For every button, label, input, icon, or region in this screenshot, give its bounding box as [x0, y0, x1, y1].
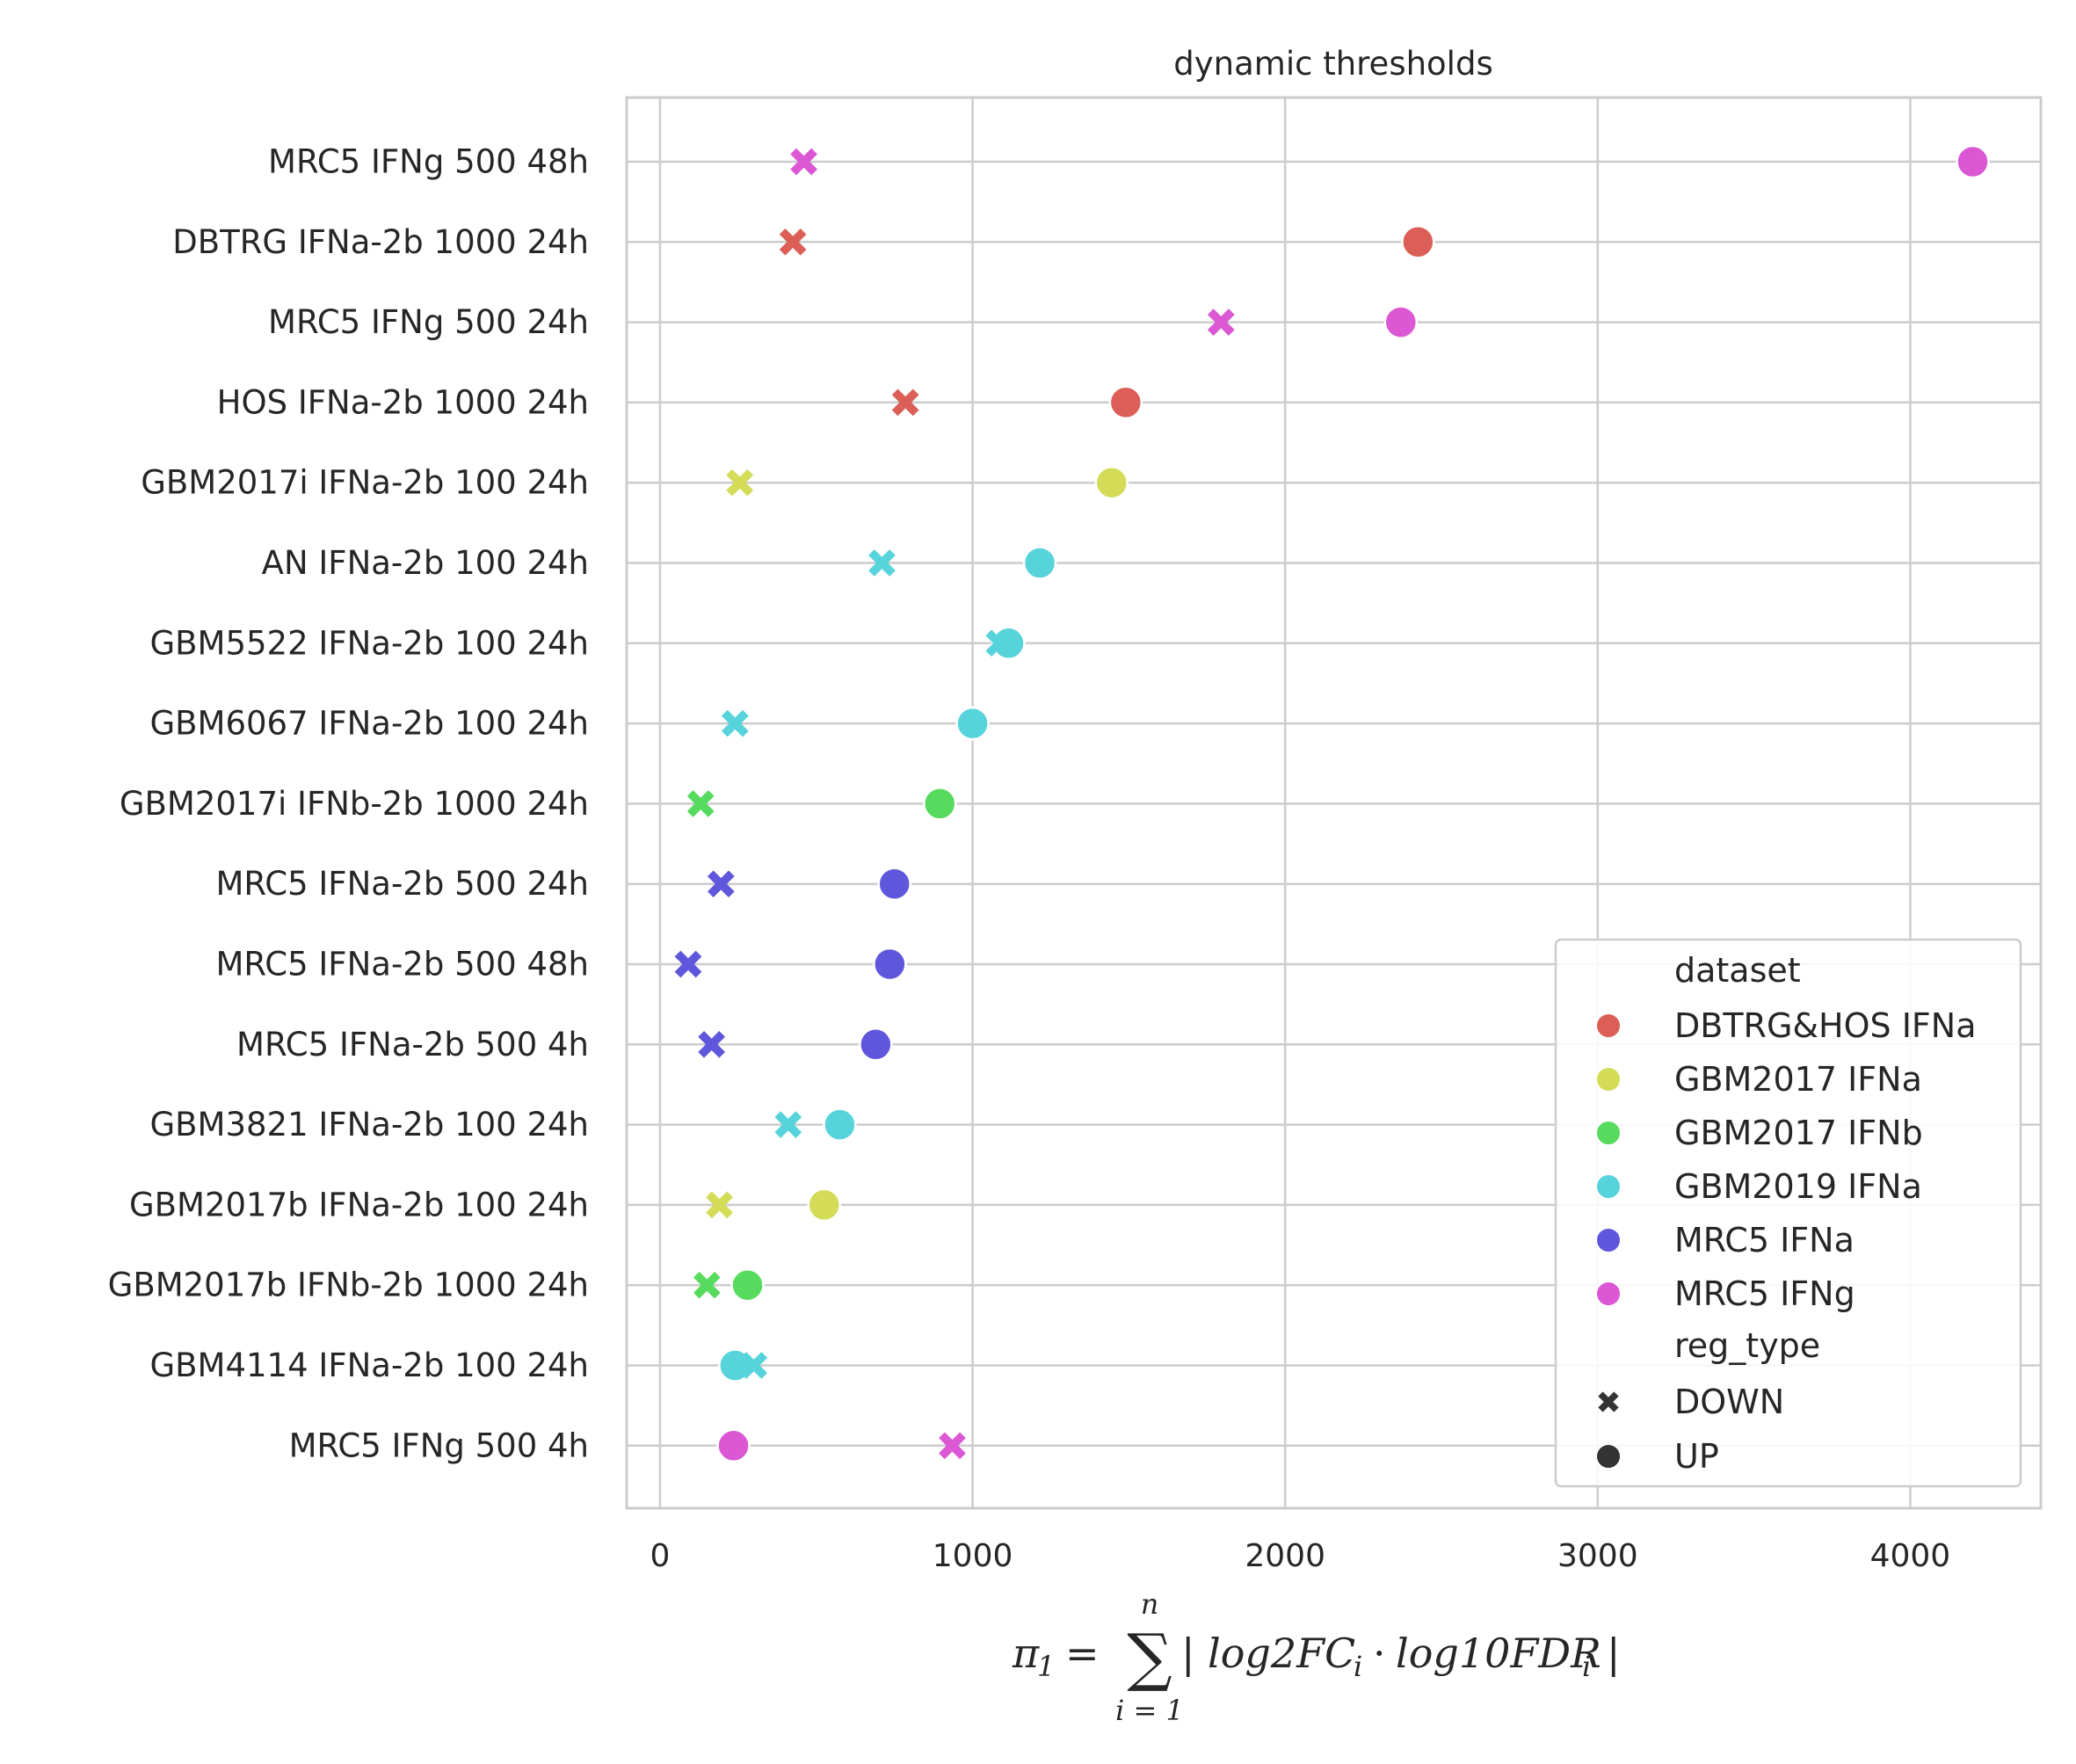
data-point-down [891, 388, 919, 417]
data-point-up [859, 1027, 893, 1062]
y-tick-label: GBM2017i IFNb-2b 1000 24h [120, 785, 589, 823]
data-point-up [877, 867, 911, 901]
y-tick-label: GBM3821 IFNa-2b 100 24h [150, 1106, 590, 1143]
data-point-down [726, 468, 754, 497]
data-point-down [674, 950, 702, 978]
data-point-up [873, 947, 907, 982]
y-tick-label: GBM6067 IFNa-2b 100 24h [150, 705, 590, 743]
xlabel-pi-subscript: 1 [1037, 1650, 1055, 1683]
legend-dataset-entries: DBTRG&HOS IFNa GBM2017 IFNa GBM2017 IFNb GB… [1595, 1006, 1976, 1313]
legend-reg-type-title: reg_type [1674, 1326, 1820, 1365]
legend-dataset-label: GBM2017 IFNa [1674, 1060, 1922, 1099]
legend-reg-type-swatch [1595, 1443, 1622, 1470]
legend-dataset-label: GBM2019 IFNa [1674, 1167, 1922, 1206]
xlabel-sum-symbol: ∑ [1127, 1620, 1172, 1694]
data-point-up [1108, 385, 1143, 420]
data-point-up [1383, 305, 1419, 339]
y-tick-label: AN IFNa-2b 100 24h [262, 544, 589, 582]
plot-frame [625, 96, 2043, 1510]
legend-reg-type-swatch [1598, 1391, 1619, 1412]
data-point-down [779, 228, 807, 256]
data-point-up [923, 787, 957, 821]
data-points [674, 144, 1990, 1463]
data-point-up [1022, 546, 1057, 580]
x-tick-label: 1000 [933, 1538, 1013, 1574]
xlabel-term-log10fdr-subscript: i [1582, 1650, 1591, 1683]
data-point-down [740, 1352, 768, 1379]
y-tick-label: GBM2017b IFNa-2b 100 24h [129, 1186, 589, 1223]
y-tick-label: GBM2017i IFNa-2b 100 24h [141, 464, 589, 502]
x-tick-label: 4000 [1870, 1538, 1951, 1574]
data-point-up [1956, 144, 1990, 179]
legend-reg-type-label: UP [1674, 1437, 1719, 1476]
data-point-down [707, 870, 735, 898]
data-point-down [686, 790, 715, 817]
legend-dataset-title: dataset [1674, 951, 1801, 990]
y-tick-label: DBTRG IFNa-2b 1000 24h [172, 223, 589, 261]
y-tick-label: MRC5 IFNg 500 48h [268, 143, 589, 181]
legend-dataset-swatch [1595, 1013, 1622, 1039]
legend-reg-type-label: DOWN [1674, 1383, 1784, 1421]
y-tick-label: GBM5522 IFNa-2b 100 24h [150, 624, 590, 662]
data-point-up [807, 1187, 841, 1223]
legend-dataset-swatch [1595, 1066, 1622, 1093]
legend-dataset-label: GBM2017 IFNb [1674, 1114, 1923, 1152]
xlabel-term-log2fc-subscript: i [1354, 1650, 1362, 1683]
data-point-up [991, 626, 1026, 661]
data-point-down [693, 1271, 721, 1299]
legend-dataset-swatch [1595, 1173, 1622, 1200]
legend: dataset DBTRG&HOS IFNa GBM2017 IFNa GBM201… [1554, 938, 2022, 1488]
legend-dataset-label: DBTRG&HOS IFNa [1674, 1006, 1976, 1045]
y-tick-label: MRC5 IFNg 500 4h [289, 1426, 589, 1464]
data-point-down [721, 709, 749, 737]
legend-dataset-label: MRC5 IFNg [1674, 1274, 1855, 1313]
legend-dataset-swatch [1595, 1227, 1622, 1253]
xlabel-abs-open: | [1181, 1630, 1195, 1677]
y-tick-label: HOS IFNa-2b 1000 24h [217, 383, 589, 421]
x-tick-labels: 0 1000 2000 3000 4000 [650, 1538, 1951, 1574]
x-axis-label: π 1 = n ∑ i = 1 | log2FC i · log10FDR i … [1012, 1587, 1621, 1727]
data-point-down [706, 1191, 733, 1219]
chart-title: dynamic thresholds [1173, 45, 1492, 83]
x-tick-label: 3000 [1557, 1538, 1638, 1574]
y-tick-label: MRC5 IFNa-2b 500 48h [215, 946, 589, 984]
y-tick-label: MRC5 IFNa-2b 500 24h [215, 865, 589, 903]
y-tick-label: MRC5 IFNa-2b 500 4h [236, 1026, 589, 1063]
xlabel-dot: · [1373, 1630, 1386, 1677]
y-tick-labels: MRC5 IFNg 500 48h DBTRG IFNa-2b 1000 24h M… [108, 143, 589, 1465]
xlabel-pi: π [1012, 1630, 1040, 1677]
legend-dataset-swatch [1595, 1281, 1622, 1307]
data-point-up [1094, 465, 1129, 500]
legend-frame [1554, 938, 2022, 1488]
data-point-up [823, 1107, 857, 1142]
data-point-down [939, 1432, 966, 1460]
legend-dataset-swatch [1595, 1120, 1622, 1146]
data-point-up [1401, 225, 1435, 259]
xlabel-equals: = [1065, 1630, 1100, 1677]
x-tick-label: 0 [650, 1538, 671, 1574]
data-point-up [730, 1267, 765, 1303]
data-point-down [868, 549, 896, 577]
y-tick-label: GBM2017b IFNb-2b 1000 24h [108, 1267, 589, 1304]
data-point-up [716, 1428, 751, 1463]
x-tick-label: 2000 [1245, 1538, 1325, 1574]
xlabel-abs-close: | [1607, 1630, 1621, 1677]
xlabel-sum-upper: n [1141, 1587, 1159, 1621]
data-point-up [955, 706, 990, 741]
data-point-down [698, 1030, 726, 1058]
xlabel-term-log2fc: log2FC [1208, 1630, 1355, 1677]
y-tick-label: GBM4114 IFNa-2b 100 24h [150, 1347, 590, 1384]
data-point-down [985, 629, 1013, 657]
data-point-down [774, 1111, 802, 1138]
legend-reg-type-entries: DOWN UP [1595, 1383, 1784, 1476]
data-point-down [790, 148, 817, 176]
legend-dataset-label: MRC5 IFNa [1674, 1221, 1855, 1259]
y-tick-label: MRC5 IFNg 500 24h [268, 303, 589, 341]
data-point-down [1207, 309, 1235, 336]
xlabel-sum-lower: i = 1 [1115, 1694, 1184, 1727]
xlabel-term-log10fdr: log10FDR [1396, 1630, 1601, 1677]
